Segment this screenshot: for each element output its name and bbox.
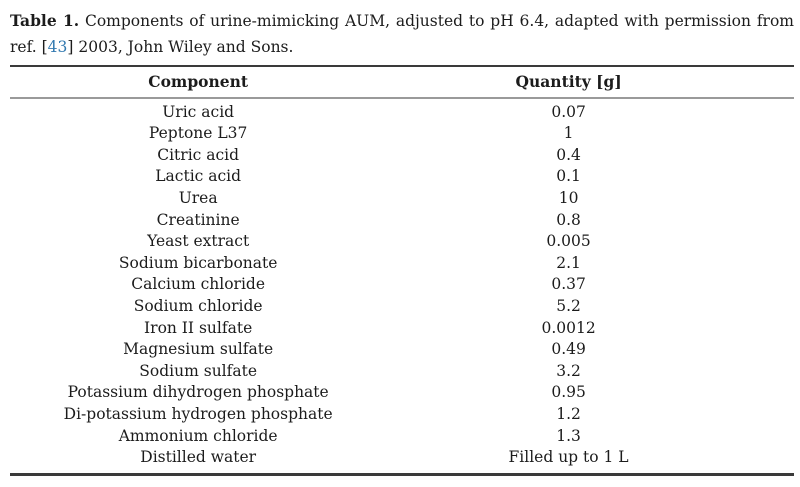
component-cell: Yeast extract — [147, 232, 250, 251]
table-row: Distilled water Filled up to 1 L — [10, 447, 794, 469]
table-row: Calcium chloride 0.37 — [10, 274, 794, 296]
quantity-cell: 1 — [563, 124, 574, 143]
table-row: Uric acid 0.07 — [10, 102, 794, 124]
table-header-row: Component Quantity [g] — [10, 67, 794, 99]
quantity-cell: 1.3 — [556, 426, 581, 445]
table-body: Uric acid 0.07 Peptone L37 1 Citric acid… — [10, 99, 794, 473]
table-row: Sodium bicarbonate 2.1 — [10, 253, 794, 275]
component-cell: Di-potassium hydrogen phosphate — [63, 404, 333, 423]
table-caption: Table 1. Components of urine-mimicking A… — [10, 8, 794, 60]
component-cell: Ammonium chloride — [118, 426, 278, 445]
column-header-component: Component — [148, 72, 249, 91]
quantity-cell: 0.4 — [556, 145, 581, 164]
table-row: Ammonium chloride 1.3 — [10, 426, 794, 448]
quantity-cell: 0.95 — [551, 383, 586, 402]
quantity-cell: Filled up to 1 L — [508, 448, 629, 467]
component-cell: Magnesium sulfate — [123, 340, 274, 359]
component-cell: Sodium sulfate — [139, 361, 258, 380]
component-cell: Potassium dihydrogen phosphate — [67, 383, 329, 402]
table-row: Di-potassium hydrogen phosphate 1.2 — [10, 404, 794, 426]
component-cell: Calcium chloride — [131, 275, 266, 294]
quantity-cell: 2.1 — [556, 253, 581, 272]
caption-ref-prefix: ref. [ — [10, 38, 48, 56]
table-row: Magnesium sulfate 0.49 — [10, 339, 794, 361]
component-cell: Sodium bicarbonate — [118, 253, 278, 272]
component-cell: Iron II sulfate — [144, 318, 253, 337]
component-cell: Uric acid — [162, 102, 235, 121]
table-row: Yeast extract 0.005 — [10, 231, 794, 253]
quantity-cell: 0.37 — [551, 275, 586, 294]
column-header-quantity: Quantity [g] — [515, 72, 622, 91]
table-row: Sodium sulfate 3.2 — [10, 361, 794, 383]
quantity-cell: 10 — [558, 188, 579, 207]
quantity-cell: 0.005 — [546, 232, 591, 251]
header-spacer — [751, 71, 794, 93]
quantity-cell: 3.2 — [556, 361, 581, 380]
quantity-cell: 5.2 — [556, 296, 581, 315]
quantity-cell: 1.2 — [556, 404, 581, 423]
caption-ref-suffix: ] 2003, John Wiley and Sons. — [67, 38, 294, 56]
quantity-cell: 0.07 — [551, 102, 586, 121]
caption-text: Components of urine-mimicking AUM, adjus… — [79, 12, 794, 30]
caption-label: Table 1. — [10, 11, 80, 30]
component-cell: Urea — [178, 188, 218, 207]
component-cell: Sodium chloride — [133, 296, 263, 315]
table-row: Peptone L37 1 — [10, 123, 794, 145]
component-cell: Distilled water — [140, 448, 257, 467]
table-row: Urea 10 — [10, 188, 794, 210]
component-cell: Citric acid — [157, 145, 240, 164]
component-cell: Peptone L37 — [148, 124, 248, 143]
aum-components-table: Component Quantity [g] Uric acid 0.07 Pe… — [10, 65, 794, 476]
table-row: Potassium dihydrogen phosphate 0.95 — [10, 382, 794, 404]
quantity-cell: 0.0012 — [541, 318, 596, 337]
table-row: Sodium chloride 5.2 — [10, 296, 794, 318]
table-row: Lactic acid 0.1 — [10, 166, 794, 188]
table-row: Creatinine 0.8 — [10, 210, 794, 232]
component-cell: Creatinine — [156, 210, 240, 229]
table-row: Iron II sulfate 0.0012 — [10, 318, 794, 340]
quantity-cell: 0.49 — [551, 340, 586, 359]
quantity-cell: 0.8 — [556, 210, 581, 229]
quantity-cell: 0.1 — [556, 167, 581, 186]
citation-link[interactable]: 43 — [47, 38, 68, 56]
table-row: Citric acid 0.4 — [10, 145, 794, 167]
component-cell: Lactic acid — [155, 167, 242, 186]
